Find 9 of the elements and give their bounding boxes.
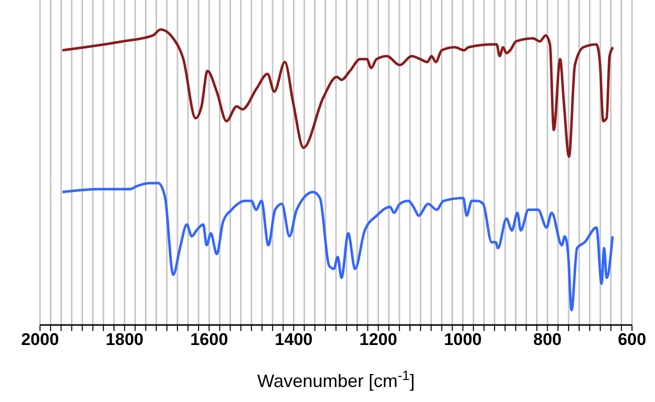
x-tick-label: 800 — [533, 330, 562, 350]
x-tick-label: 1800 — [106, 330, 144, 350]
x-axis-title: Wavenumber [cm$^{-1}$] — [257, 368, 415, 391]
x-tick-label: 600 — [618, 330, 646, 350]
x-tick-label: 1200 — [359, 330, 398, 350]
x-tick-label: 2000 — [21, 330, 59, 350]
x-tick-label: 1000 — [444, 330, 482, 350]
x-tick-label: 1400 — [274, 330, 313, 350]
x-tick-label: 1600 — [190, 330, 228, 350]
